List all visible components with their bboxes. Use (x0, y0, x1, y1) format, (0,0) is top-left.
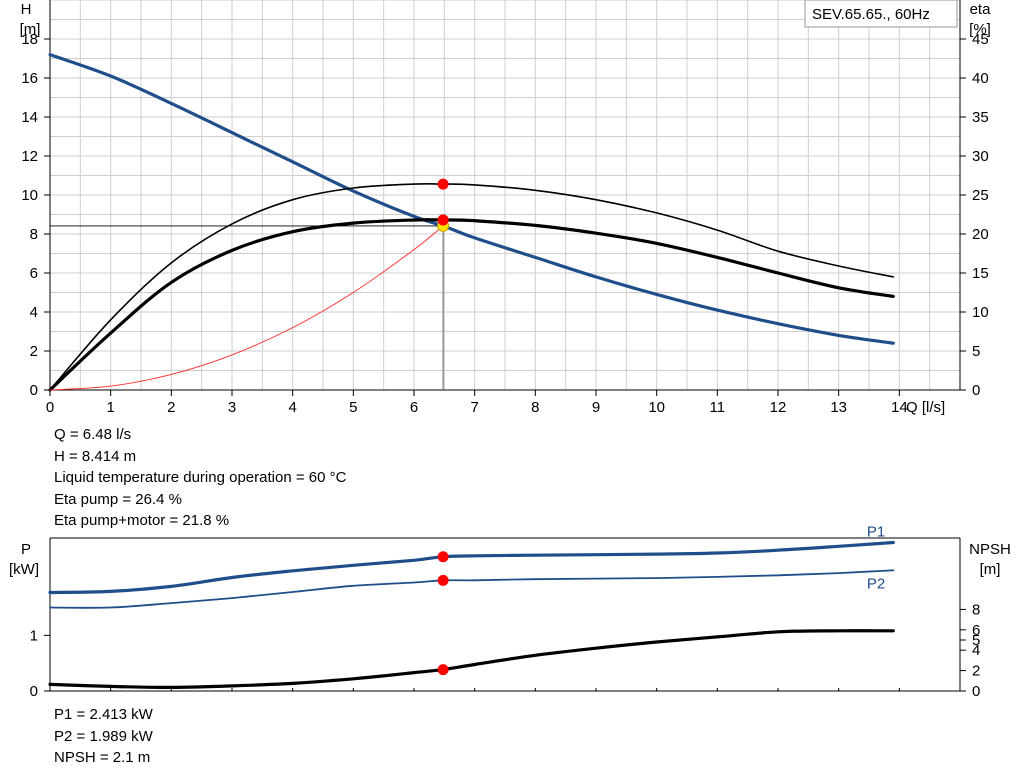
y2-tick-label: 5 (972, 343, 980, 360)
power-npsh-plot: 0 1 0 2 456 8 P [kW] NPSH [m] P1 P2 (9, 523, 1011, 700)
power-axis-unit: [kW] (9, 561, 39, 578)
eta-pump-motor-text: Eta pump+motor = 21.8 % (54, 512, 230, 529)
y2-tick-label: 0 (972, 382, 980, 399)
y2-tick-label: 20 (972, 226, 989, 243)
y2-tick-label: 30 (972, 148, 989, 165)
p1-value-text: P1 = 2.413 kW (54, 706, 153, 723)
y-tick-label: 10 (21, 187, 38, 204)
p2-value-text: P2 = 1.989 kW (54, 727, 153, 745)
x-tick-label: 9 (592, 399, 600, 416)
y2-tick-label: 45 (972, 31, 989, 48)
operating-point-marker (437, 551, 449, 563)
y-axis-title: H (21, 1, 32, 18)
x-tick-label: 14 (891, 399, 908, 416)
x-tick-label: 13 (830, 399, 847, 416)
x-tick-label: 5 (349, 399, 357, 416)
x-tick-label: 6 (410, 399, 418, 416)
eta-pump-text: Eta pump = 26.4 % (54, 490, 182, 508)
y-tick-label: 0 (30, 382, 38, 399)
head-efficiency-plot: 0 1 2 3 4 5 6 7 8 9 10 11 12 13 1402468101214161805101… (20, 0, 992, 416)
x-tick-label: 8 (531, 399, 539, 416)
npsh-tick-label: 4 (972, 642, 980, 659)
curve-NPSH (48, 629, 895, 690)
y2-tick-label: 40 (972, 70, 989, 87)
npsh-axis-unit: [m] (980, 561, 1001, 578)
y-tick-label: 16 (21, 70, 38, 87)
npsh-tick-label: 6 (972, 622, 980, 639)
x-tick-label: 2 (167, 399, 175, 416)
y-tick-label: 18 (21, 31, 38, 48)
y-tick-label: 12 (21, 148, 38, 165)
y2-tick-label: 15 (972, 265, 989, 282)
p2-curve-label: P2 (867, 575, 885, 592)
y-tick-label: 2 (30, 343, 38, 360)
chart-title-box (804, 0, 958, 28)
chart-title: SEV.65.65., 60Hz (812, 6, 930, 23)
npsh-tick-label: 5 (972, 632, 980, 649)
x-tick-label: 10 (648, 399, 665, 416)
operating-point-marker (437, 178, 449, 190)
power-axis-title: P (21, 541, 31, 558)
p1-curve-label: P1 (867, 523, 885, 540)
y2-tick-label: 10 (972, 304, 989, 321)
x-tick-label: 11 (710, 399, 726, 416)
npsh-tick-label: 8 (972, 601, 980, 618)
y2-axis-title: eta (970, 1, 992, 18)
curve-eta_pump_motor (48, 218, 895, 392)
y-tick-label: 4 (30, 304, 38, 321)
eta-pump-motor-duty-marker (437, 214, 449, 226)
y2-tick-label: 35 (972, 109, 989, 126)
duty-info-block: Q = 6.48 l/s H = 8.414 m Liquid temperat… (54, 424, 346, 532)
x-axis-title: Q [l/s] (906, 399, 945, 416)
x-tick-label: 12 (770, 399, 787, 416)
npsh-axis-title: NPSH (969, 541, 1011, 558)
bottom-y-tick-label: 1 (30, 627, 38, 644)
npsh-tick-label: 2 (972, 663, 980, 680)
npsh-value-text: NPSH = 2.1 m (54, 749, 151, 766)
x-tick-label: 3 (228, 399, 236, 416)
x-tick-label: 7 (470, 399, 478, 416)
npsh-tick-label: 0 (972, 683, 980, 700)
y-tick-label: 6 (30, 265, 38, 282)
y2-axis-unit: [%] (969, 21, 991, 38)
duty-flow-text: Q = 6.48 l/s (54, 426, 132, 443)
x-tick-label: 1 (106, 399, 114, 416)
operating-point-marker (437, 574, 449, 586)
bottom-y-tick-label: 0 (30, 683, 38, 700)
x-tick-label: 0 (46, 399, 54, 416)
y-axis-unit: [m] (20, 21, 41, 38)
x-tick-label: 4 (288, 399, 296, 416)
y2-tick-label: 25 (972, 187, 989, 204)
duty-head-text: H = 8.414 m (54, 447, 137, 465)
power-info-block: P1 = 2.413 kW P2 = 1.989 kW NPSH = 2.1 m (54, 704, 153, 769)
liquid-temperature-text: Liquid temperature during operation = 60… (54, 469, 347, 486)
y-tick-label: 8 (30, 226, 38, 243)
operating-point-marker (437, 664, 449, 676)
y-tick-label: 14 (21, 109, 38, 126)
curve-system (49, 225, 444, 391)
curve-P2 (49, 569, 895, 609)
curve-P1 (48, 540, 895, 595)
